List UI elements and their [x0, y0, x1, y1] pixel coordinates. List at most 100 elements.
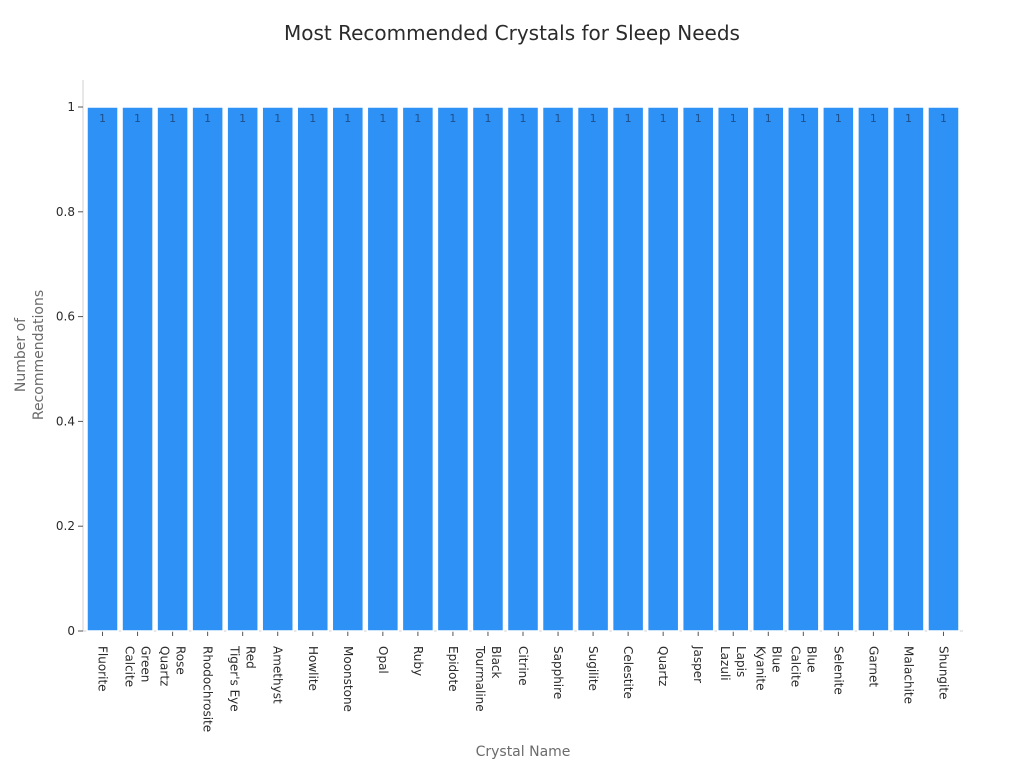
bars-group [86, 106, 960, 632]
x-tick-label-line: Quartz [158, 646, 172, 686]
chart-title: Most Recommended Crystals for Sleep Need… [284, 21, 740, 45]
data-label: 1 [905, 112, 912, 125]
bar[interactable] [927, 106, 960, 632]
x-tick-label-line: Opal [376, 646, 390, 674]
x-tick-label-line: Lapis [734, 646, 748, 677]
data-label: 1 [449, 112, 456, 125]
x-axis-title: Crystal Name [476, 744, 571, 760]
bar[interactable] [261, 106, 294, 632]
x-tick-label: Amethyst [271, 646, 285, 704]
x-tick-label-line: Howlite [306, 646, 320, 691]
bar[interactable] [366, 106, 400, 632]
bar[interactable] [226, 106, 259, 632]
bar[interactable] [156, 106, 189, 632]
x-tick-label-line: Sugilite [586, 646, 600, 691]
x-tick-label-line: Citrine [516, 646, 530, 686]
x-tick-label: Celestite [621, 646, 635, 699]
data-label: 1 [940, 112, 947, 125]
x-tick-label: Citrine [516, 646, 530, 686]
x-tick-label-line: Kyanite [753, 646, 767, 690]
x-tick-label: Ruby [411, 646, 425, 676]
bar[interactable] [436, 106, 470, 632]
x-tick-label: Malachite [901, 646, 915, 704]
bar[interactable] [296, 106, 330, 632]
data-label: 1 [309, 112, 316, 125]
bar[interactable] [541, 106, 575, 632]
data-label: 1 [835, 112, 842, 125]
x-tick-label-line: Epidote [446, 646, 460, 692]
y-tick-label: 1 [67, 100, 75, 114]
x-tick-label: Moonstone [341, 646, 355, 712]
bar[interactable] [787, 106, 820, 632]
y-axis-title-line: Number of [13, 317, 29, 392]
y-tick-label: 0.2 [56, 519, 75, 533]
x-tick-label: Shungite [936, 646, 950, 699]
x-tick-label-line: Blue [769, 646, 783, 673]
data-label: 1 [484, 112, 491, 125]
y-axis-title: Number of Recommendations [13, 290, 47, 420]
x-tick-label-line: Tiger's Eye [228, 645, 242, 712]
data-label: 1 [765, 112, 772, 125]
x-tick-label: Opal [376, 646, 390, 674]
bar[interactable] [646, 106, 680, 632]
data-label: 1 [169, 112, 176, 125]
y-tick-label: 0.8 [56, 205, 75, 219]
bar[interactable] [892, 106, 925, 632]
x-tick-label-line: Selenite [831, 646, 845, 695]
bar[interactable] [822, 106, 855, 632]
x-tick-label: Fluorite [96, 646, 110, 692]
x-tick-label: Howlite [306, 646, 320, 691]
x-tick-label: Rhodochrosite [201, 646, 215, 732]
bar[interactable] [471, 106, 505, 632]
bar[interactable] [331, 106, 365, 632]
data-label: 1 [344, 112, 351, 125]
bar[interactable] [716, 106, 750, 632]
x-tick-label-line: Red [244, 646, 258, 669]
x-tick-label: Sugilite [586, 646, 600, 691]
bar[interactable] [752, 106, 785, 632]
data-label: 1 [660, 112, 667, 125]
data-label: 1 [590, 112, 597, 125]
data-label: 1 [99, 112, 106, 125]
bar[interactable] [121, 106, 154, 632]
x-tick-label-line: Black [489, 646, 503, 679]
bar[interactable] [857, 106, 890, 632]
x-tick-label: Selenite [831, 646, 845, 695]
x-tick-label-line: Sapphire [551, 646, 565, 699]
x-tick-label-line: Garnet [866, 646, 880, 687]
x-tick-label-line: Jasper [691, 645, 705, 683]
x-tick-label-line: Rose [174, 646, 188, 675]
data-label: 1 [520, 112, 527, 125]
bar[interactable] [681, 106, 715, 632]
bar[interactable] [86, 106, 119, 632]
bar[interactable] [576, 106, 610, 632]
x-tick-label: Sapphire [551, 646, 565, 699]
bar[interactable] [506, 106, 540, 632]
data-label: 1 [870, 112, 877, 125]
x-tick-label-line: Blue [804, 646, 818, 673]
bar[interactable] [191, 106, 224, 632]
data-label: 1 [414, 112, 421, 125]
bar[interactable] [611, 106, 645, 632]
x-tick-label-line: Celestite [621, 646, 635, 699]
data-label: 1 [625, 112, 632, 125]
x-tick-label-line: Shungite [936, 646, 950, 699]
y-tick-label: 0.4 [56, 414, 75, 428]
bar[interactable] [401, 106, 435, 632]
data-label: 1 [274, 112, 281, 125]
x-tick-label-line: Green [139, 646, 153, 682]
x-tick-label-line: Rhodochrosite [201, 646, 215, 732]
x-tick-label-line: Moonstone [341, 646, 355, 712]
data-label: 1 [239, 112, 246, 125]
data-label: 1 [695, 112, 702, 125]
x-tick-label: Garnet [866, 646, 880, 687]
y-tick-label: 0 [67, 624, 75, 638]
